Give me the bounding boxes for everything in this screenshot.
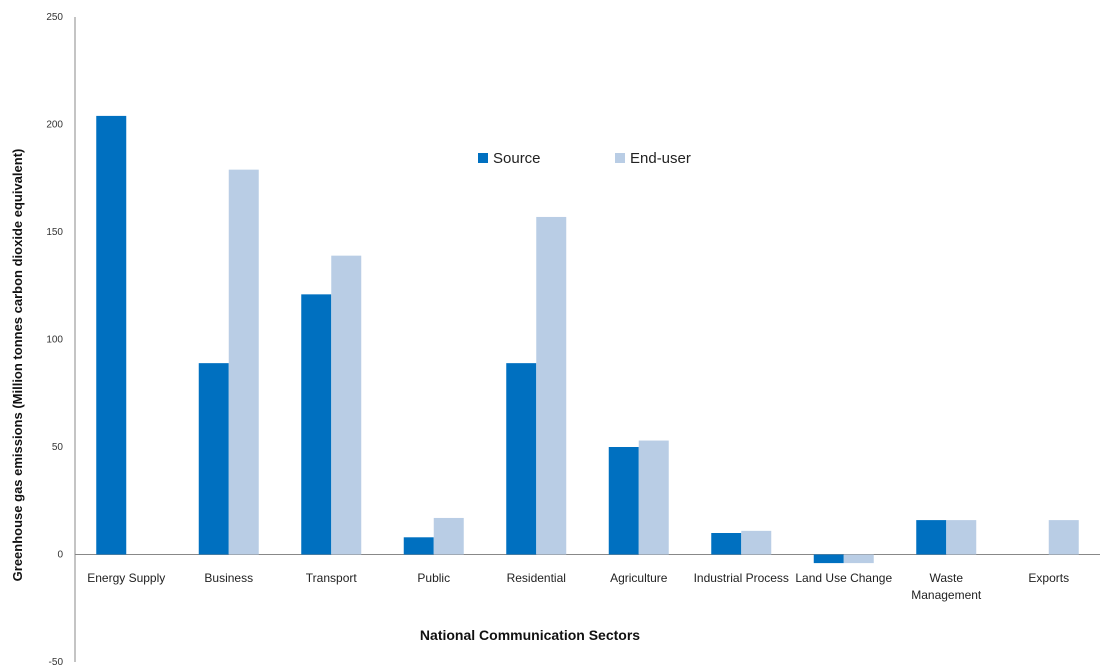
category-label: Exports	[1028, 571, 1069, 585]
y-tick-label: 150	[46, 227, 63, 238]
legend-label: Source	[493, 150, 541, 167]
bar-source	[403, 537, 434, 555]
x-axis-title: National Communication Sectors	[420, 627, 640, 643]
y-tick-label: 50	[52, 442, 64, 453]
bar-end-user	[843, 554, 874, 564]
y-tick-labels: 250 200 150 100 50 0 -50	[46, 12, 63, 668]
bar-source	[301, 294, 332, 555]
bar-end-user	[331, 255, 362, 555]
legend-swatch-source	[478, 153, 488, 163]
bar-end-user	[741, 530, 772, 555]
category-label: Energy Supply	[87, 571, 165, 585]
category-label: Residential	[507, 571, 566, 585]
bar-end-user	[433, 517, 464, 555]
bars	[96, 115, 1079, 564]
category-label: Business	[204, 571, 253, 585]
y-tick-label: -50	[49, 657, 64, 668]
bar-source	[198, 363, 229, 555]
bar-source	[916, 520, 947, 555]
y-tick-label: 250	[46, 12, 63, 23]
bar-end-user	[638, 440, 669, 555]
y-tick-label: 100	[46, 335, 63, 346]
bar-source	[711, 533, 742, 555]
category-label: Transport	[306, 571, 358, 585]
bar-end-user	[946, 520, 977, 555]
legend-label: End-user	[630, 150, 691, 167]
category-label: Public	[417, 571, 450, 585]
legend-swatch-end-user	[615, 153, 625, 163]
bar-end-user	[1048, 520, 1079, 555]
y-tick-label: 200	[46, 120, 63, 131]
category-label: Waste Management	[911, 571, 982, 602]
category-label: Agriculture	[610, 571, 668, 585]
bar-source	[813, 554, 844, 564]
bar-end-user	[536, 216, 567, 555]
bar-end-user	[228, 169, 259, 555]
y-axis-title: Greenhouse gas emissions (Million tonnes…	[10, 149, 25, 582]
category-labels: Energy Supply Business Transport Public Resi…	[87, 571, 1069, 602]
bar-source	[506, 363, 537, 555]
legend: Source End-user	[478, 150, 691, 167]
category-label: Land Use Change	[795, 571, 892, 585]
y-tick-label: 0	[57, 550, 63, 561]
category-label: Industrial Process	[694, 571, 789, 585]
bar-source	[608, 447, 639, 555]
bar-source	[96, 115, 127, 555]
